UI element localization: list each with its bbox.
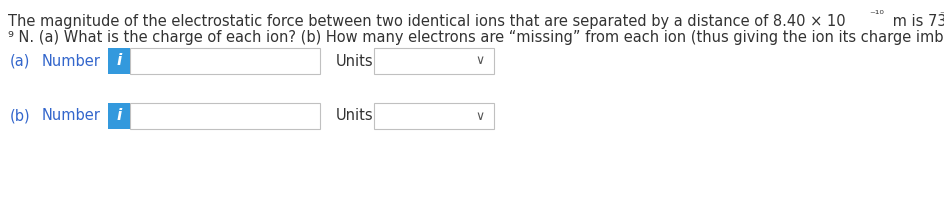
Text: The magnitude of the electrostatic force between two identical ions that are sep: The magnitude of the electrostatic force… xyxy=(8,14,845,29)
FancyBboxPatch shape xyxy=(374,48,494,74)
Text: Units: Units xyxy=(336,109,373,123)
FancyBboxPatch shape xyxy=(130,48,320,74)
Text: (a): (a) xyxy=(10,53,30,69)
FancyBboxPatch shape xyxy=(108,103,130,129)
FancyBboxPatch shape xyxy=(130,103,320,129)
FancyBboxPatch shape xyxy=(108,48,130,74)
Text: Units: Units xyxy=(336,53,373,69)
Text: m is 73.59 × 10: m is 73.59 × 10 xyxy=(887,14,944,29)
Text: Number: Number xyxy=(42,109,101,123)
FancyBboxPatch shape xyxy=(374,103,494,129)
Text: ∨: ∨ xyxy=(475,54,484,68)
Text: ∨: ∨ xyxy=(475,110,484,122)
Text: (b): (b) xyxy=(10,109,30,123)
Text: ⁹ N. (a) What is the charge of each ion? (b) How many electrons are “missing” fr: ⁹ N. (a) What is the charge of each ion?… xyxy=(8,30,944,45)
Text: i: i xyxy=(116,53,122,68)
Text: Number: Number xyxy=(42,53,101,69)
Text: i: i xyxy=(116,108,122,123)
Text: ⁻¹⁰: ⁻¹⁰ xyxy=(868,10,883,20)
Text: ⁻: ⁻ xyxy=(938,10,944,20)
